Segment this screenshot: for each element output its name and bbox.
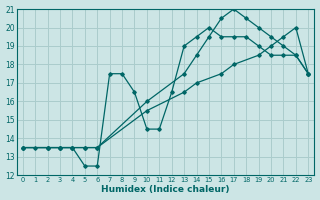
X-axis label: Humidex (Indice chaleur): Humidex (Indice chaleur): [101, 185, 230, 194]
